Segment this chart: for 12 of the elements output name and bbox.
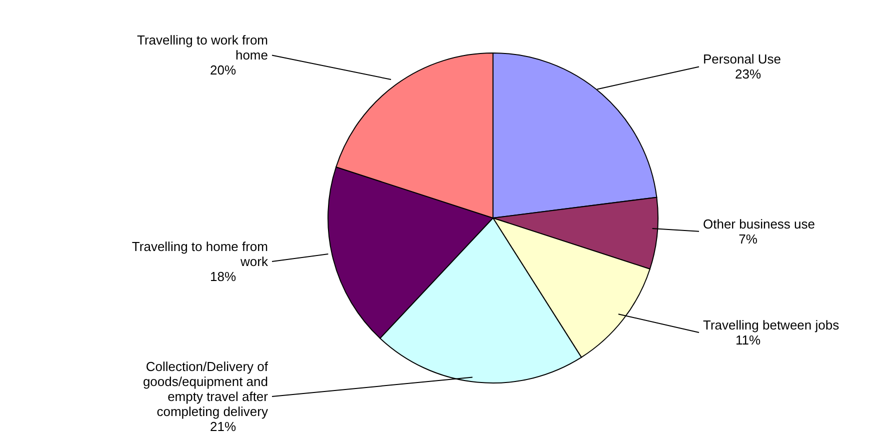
data-label: 20% [210,62,236,78]
data-label: 11% [735,332,761,348]
slice-label: Travelling to work from home [137,32,268,63]
slice-label: Personal Use [703,52,782,67]
slice-label: Collection/Delivery of goods/equipment and empty travel after completing delivery [142,359,269,419]
data-label: 18% [210,268,236,284]
slice-label: Travelling between jobs [703,318,840,333]
data-label: 7% [738,231,758,246]
slice-label: Other business use [703,216,816,232]
slice-label: Travelling to home from work [132,238,268,269]
data-label: 23% [734,66,762,82]
data-label: 21% [210,419,236,434]
